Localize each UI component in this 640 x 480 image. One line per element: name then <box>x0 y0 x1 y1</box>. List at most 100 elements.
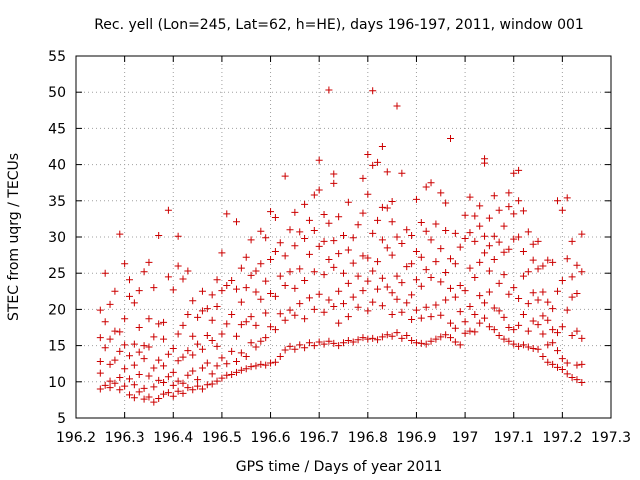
data-point <box>364 150 372 158</box>
data-point <box>427 179 435 187</box>
data-point <box>228 371 236 379</box>
data-point <box>315 186 323 194</box>
data-point <box>466 264 474 272</box>
data-point <box>378 143 386 150</box>
data-point <box>495 331 503 339</box>
data-point <box>568 331 576 339</box>
data-point <box>310 342 318 350</box>
data-point <box>140 395 148 403</box>
data-point <box>534 345 542 353</box>
data-point <box>349 259 357 267</box>
data-point <box>223 320 231 328</box>
data-point <box>257 260 265 268</box>
data-point <box>160 379 168 387</box>
data-point <box>174 232 182 240</box>
y-tick-label: 25 <box>48 266 66 282</box>
data-point <box>189 367 197 375</box>
y-tick-label: 35 <box>48 194 66 210</box>
data-point <box>524 228 532 236</box>
data-point <box>135 324 143 331</box>
data-point <box>471 310 479 318</box>
data-point <box>150 364 158 372</box>
data-point <box>130 340 138 348</box>
data-point <box>519 207 527 215</box>
data-point <box>247 236 255 244</box>
data-point <box>432 220 440 228</box>
data-point <box>456 341 464 349</box>
data-point <box>422 340 430 348</box>
y-tick-label: 15 <box>48 339 66 355</box>
data-point <box>121 341 129 349</box>
data-point <box>184 347 192 355</box>
y-tick-label: 55 <box>48 49 66 65</box>
data-point <box>126 375 133 383</box>
data-point <box>325 255 333 263</box>
data-points <box>96 86 586 406</box>
data-point <box>529 317 537 325</box>
data-point <box>96 385 104 393</box>
data-point <box>573 361 581 369</box>
data-point <box>237 349 245 357</box>
data-point <box>354 272 362 280</box>
data-point <box>388 332 396 340</box>
data-point <box>481 299 489 307</box>
data-point <box>422 183 430 191</box>
data-point <box>549 339 557 347</box>
data-point <box>198 385 206 393</box>
data-point <box>451 324 459 332</box>
data-point <box>412 195 420 203</box>
data-point <box>325 296 333 304</box>
data-point <box>135 348 143 356</box>
data-point <box>578 360 586 368</box>
data-point <box>305 216 313 224</box>
data-point <box>388 218 396 226</box>
data-point <box>344 313 352 321</box>
data-point <box>135 371 143 379</box>
data-point <box>495 206 503 214</box>
data-point <box>121 260 129 268</box>
data-point <box>573 289 581 297</box>
data-point <box>160 390 168 398</box>
data-point <box>510 210 518 218</box>
data-point <box>237 321 245 329</box>
data-point <box>500 313 508 321</box>
data-point <box>374 258 382 266</box>
data-point <box>208 370 216 378</box>
data-point <box>223 360 231 368</box>
data-point <box>335 287 343 295</box>
data-point <box>505 245 513 253</box>
data-point <box>573 376 581 384</box>
data-point <box>155 232 163 240</box>
y-tick-label: 50 <box>48 85 66 101</box>
data-point <box>130 394 138 402</box>
data-point <box>189 386 197 394</box>
data-point <box>198 364 206 372</box>
data-point <box>485 267 493 275</box>
data-point <box>461 211 469 219</box>
data-point <box>203 381 211 389</box>
data-point <box>578 379 586 387</box>
data-point <box>213 303 221 311</box>
data-point <box>150 333 158 341</box>
data-point <box>524 327 532 335</box>
data-point <box>315 156 323 164</box>
data-point <box>554 197 561 205</box>
data-point <box>145 393 153 401</box>
data-point <box>461 329 469 337</box>
data-point <box>223 282 231 290</box>
data-point <box>388 198 396 206</box>
data-point <box>485 323 493 331</box>
data-point <box>252 267 260 275</box>
data-point <box>150 284 158 292</box>
data-point <box>485 242 493 250</box>
data-point <box>208 337 216 345</box>
data-point <box>466 193 474 201</box>
data-point <box>539 352 547 360</box>
data-point <box>578 268 586 276</box>
data-point <box>412 276 420 284</box>
data-point <box>359 174 367 182</box>
data-point <box>233 218 240 226</box>
data-point <box>422 266 430 274</box>
data-point <box>417 219 425 227</box>
data-point <box>194 376 202 384</box>
